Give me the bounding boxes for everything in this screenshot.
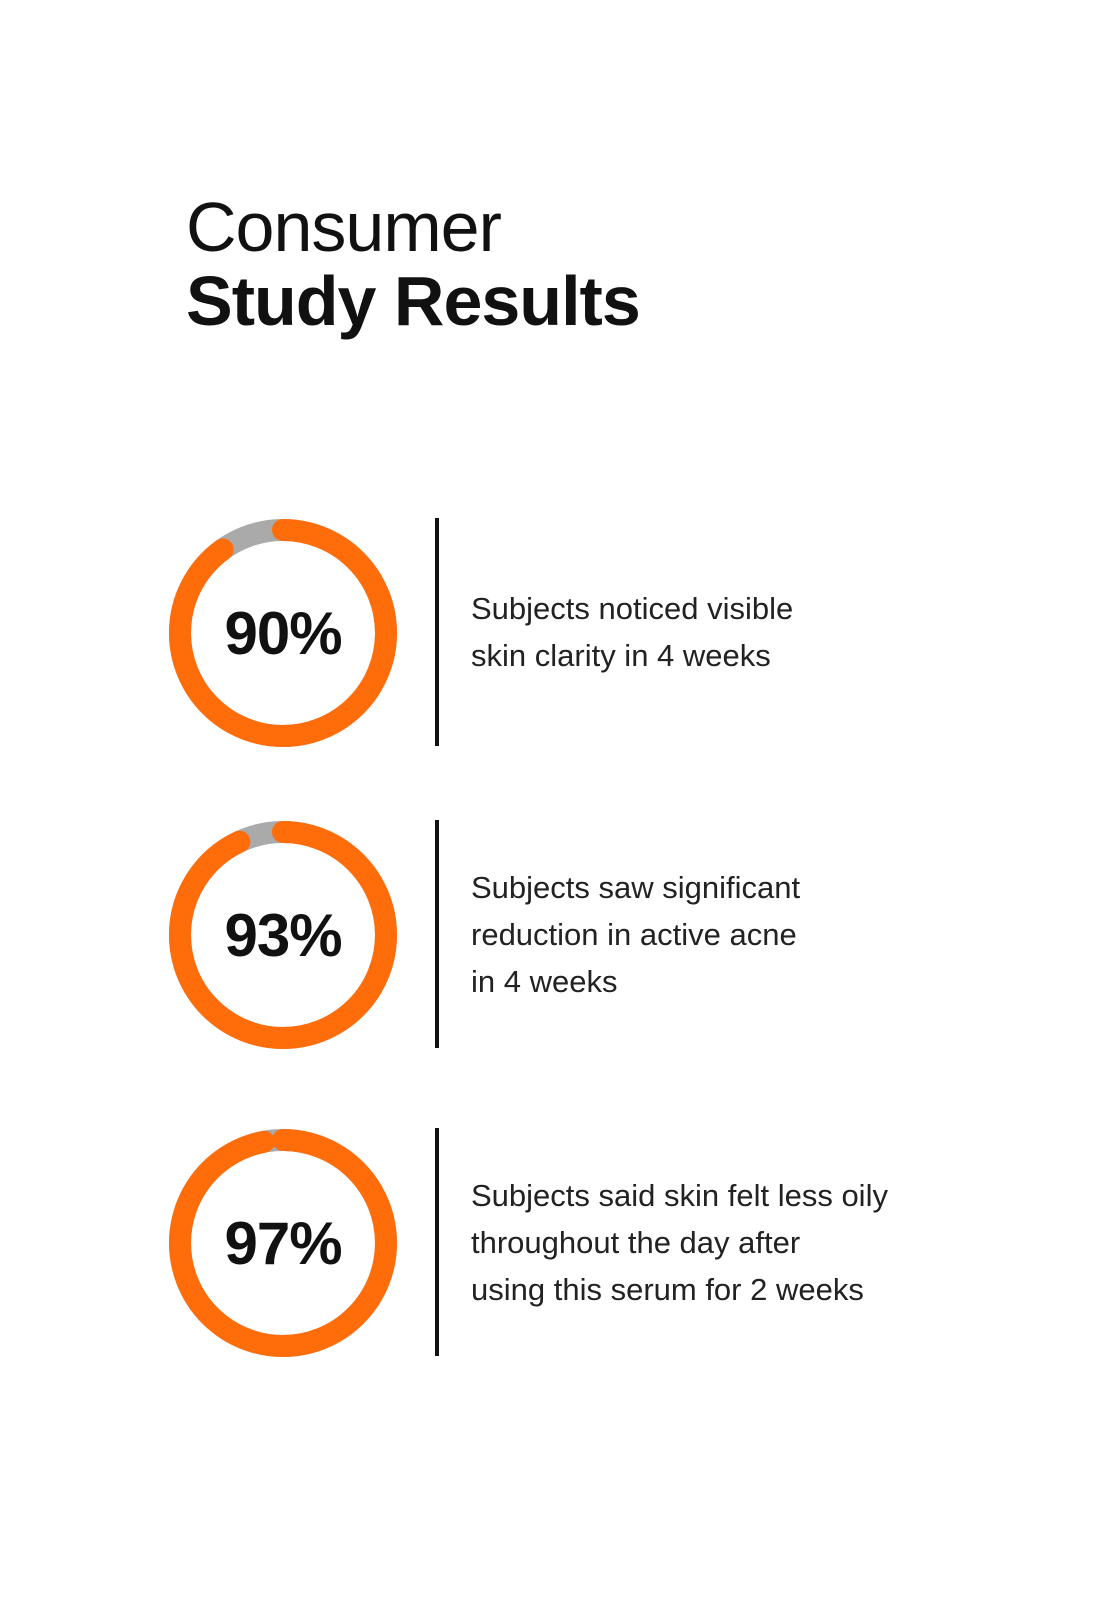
divider bbox=[435, 820, 439, 1048]
description-line: skin clarity in 4 weeks bbox=[471, 638, 771, 673]
progress-ring bbox=[169, 821, 397, 1049]
stat-item: 97% Subjects said skin felt less oily thr… bbox=[0, 1128, 1100, 1358]
description-line: in 4 weeks bbox=[471, 963, 618, 999]
description-line: using this serum for 2 weeks bbox=[471, 1271, 864, 1307]
ring-fill bbox=[169, 1129, 397, 1357]
description-line: throughout the day after bbox=[471, 1224, 801, 1260]
progress-ring bbox=[169, 519, 397, 747]
description-line: reduction in active acne bbox=[471, 916, 797, 952]
stat-description: Subjects said skin felt less oily through… bbox=[471, 1128, 1031, 1356]
ring-fill bbox=[169, 519, 397, 747]
stat-item: 93% Subjects saw significant reduction in… bbox=[0, 820, 1100, 1050]
stat-percentage: 97% bbox=[224, 1209, 342, 1277]
description-line: Subjects saw significant bbox=[471, 869, 801, 905]
description-line: Subjects said skin felt less oily bbox=[471, 1177, 888, 1213]
description-line: Subjects noticed visible bbox=[471, 591, 794, 626]
ring-fill bbox=[169, 821, 397, 1049]
stat-description: Subjects noticed visible skin clarity in … bbox=[471, 518, 1031, 746]
divider bbox=[435, 1128, 439, 1356]
stat-description: Subjects saw significant reduction in act… bbox=[471, 820, 1031, 1048]
stat-percentage: 93% bbox=[224, 901, 342, 969]
progress-ring bbox=[169, 1129, 397, 1357]
page-title: Consumer Study Results bbox=[186, 188, 641, 340]
title-line-2: Study Results bbox=[186, 262, 641, 340]
divider bbox=[435, 518, 439, 746]
stat-percentage: 90% bbox=[224, 599, 342, 667]
stat-item: 90% Subjects noticed visible skin clarity… bbox=[0, 518, 1100, 748]
title-line-1: Consumer bbox=[186, 188, 502, 266]
